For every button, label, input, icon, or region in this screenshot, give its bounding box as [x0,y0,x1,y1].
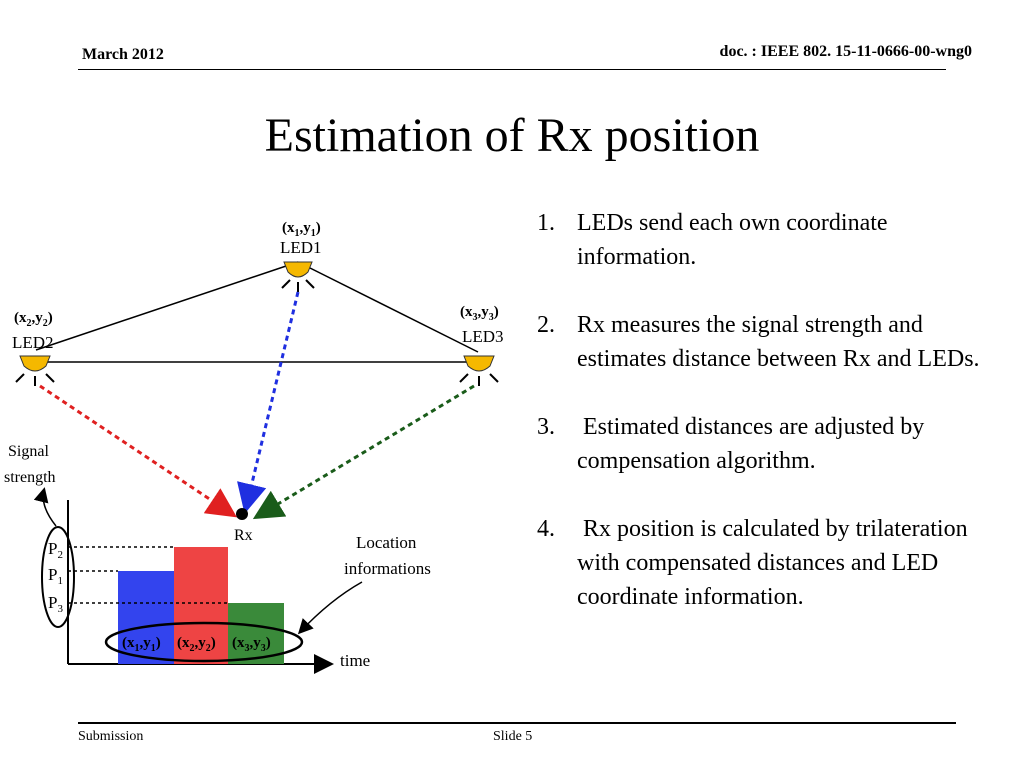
bar-led3 [228,603,284,664]
led3-label: LED3 [462,327,504,346]
bar-led1 [118,571,174,664]
signal-label-line2: strength [4,469,56,486]
step-text: LEDs send each own coordinate informatio… [577,210,888,270]
step-number: 2. [537,312,555,338]
signal-curve-arrow [33,487,57,527]
p3-label: P3 [48,593,63,615]
list-item: 3. Estimated distances are adjusted by c… [537,410,1007,478]
step-number: 3. [537,414,555,440]
led2-to-rx-arrow [39,384,237,518]
led1-label: LED1 [280,238,322,257]
location-ellipse [104,621,304,663]
header-doc-id: doc. : IEEE 802. 15-11-0666-00-wng0 [719,43,972,60]
rx-dot [236,508,248,520]
led1-led3-line [297,261,479,353]
rx-label: Rx [234,527,253,544]
led1-coordinates: (x1,y1) [282,220,321,239]
step-text: Rx measures the signal strength and esti… [577,312,980,372]
footer-slide-number: Slide 5 [493,729,533,744]
trilateration-diagram: (x1,y1) LED1 (x2,y2) LED2 (x3,y3) LED3 R… [4,220,504,674]
led2-coordinates: (x2,y2) [14,310,53,329]
header-date: March 2012 [82,46,164,63]
led3-icon [459,355,499,386]
p-labels-ellipse [41,526,75,628]
steps-list: 1. LEDs send each own coordinate informat… [537,206,1007,648]
footer-submission: Submission [78,729,144,744]
list-item: 2. Rx measures the signal strength and es… [537,308,1007,376]
bar-led2 [174,547,228,664]
led1-to-rx-arrow [237,291,300,514]
location-label-line2: informations [344,559,431,578]
slide-title: Estimation of Rx position [264,109,760,162]
step-number: 4. [537,516,555,542]
location-curve-arrow [297,581,363,635]
p1-label: P1 [48,565,63,587]
time-label: time [340,651,370,670]
p2-label: P2 [48,539,63,561]
led2-icon [15,355,55,386]
step-text: Rx position is calculated by trilaterati… [577,516,974,610]
list-item: 1. LEDs send each own coordinate informat… [537,206,1007,274]
trilateration-figure: (x1,y1) LED1 (x2,y2) LED2 (x3,y3) LED3 R… [0,200,520,690]
header-divider [78,69,946,70]
location-label-line1: Location [356,533,417,552]
led1-icon [281,261,315,292]
footer-divider [78,722,956,724]
step-number: 1. [537,210,555,236]
led3-coordinates: (x3,y3) [460,304,499,323]
led2-led1-line [35,261,299,351]
list-item: 4. Rx position is calculated by trilater… [537,512,1007,614]
signal-label-line1: Signal [8,443,49,460]
step-text: Estimated distances are adjusted by comp… [577,414,931,474]
led3-to-rx-arrow [252,384,475,520]
led2-label: LED2 [12,333,54,352]
